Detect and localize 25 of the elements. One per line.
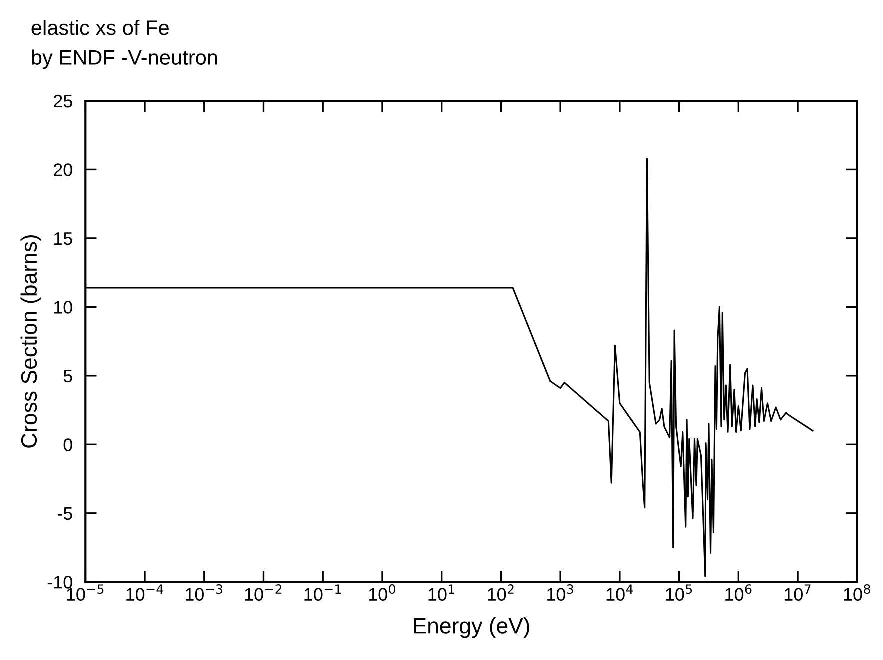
y-tick-label: 10 (54, 301, 72, 314)
y-tick-label: 5 (64, 370, 72, 383)
x-tick-label: 10$^{3}$ (548, 584, 574, 602)
x-tick-label: 10$^{−1}$ (304, 584, 342, 602)
x-tick-label: 10$^{−3}$ (186, 584, 222, 602)
x-tick-label: 10$^{−2}$ (245, 584, 282, 602)
x-tick-label: 10$^{2}$ (488, 584, 514, 602)
chart-subtitle: by ENDF -V-neutron (32, 50, 218, 70)
x-tick-label: 10$^{4}$ (606, 584, 634, 602)
x-tick-label: 10$^{0}$ (369, 584, 396, 602)
y-axis-title: Cross Section (barns) (20, 235, 42, 448)
chart-title: elastic xs of Fe (32, 20, 169, 36)
y-tick-label: -10 (48, 576, 72, 589)
y-tick-label: -5 (58, 508, 72, 520)
y-tick-label: 0 (64, 438, 72, 452)
x-tick-label: 10$^{1}$ (428, 584, 455, 602)
x-axis-title: Energy (eV) (414, 618, 530, 638)
x-tick-label: 10$^{−4}$ (126, 584, 164, 602)
x-tick-label: 10$^{5}$ (666, 584, 692, 602)
x-tick-label: 10$^{7}$ (784, 584, 811, 602)
x-tick-label: 10$^{6}$ (726, 584, 752, 602)
x-tick-label: 10$^{8}$ (844, 584, 870, 602)
y-tick-label: 25 (54, 94, 72, 108)
y-tick-label: 20 (54, 164, 72, 176)
y-tick-label: 15 (54, 232, 72, 246)
